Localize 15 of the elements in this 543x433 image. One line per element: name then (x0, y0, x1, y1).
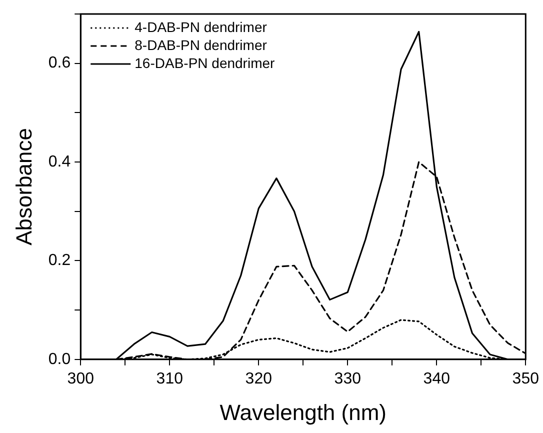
x-tick-label: 330 (334, 370, 362, 388)
x-axis-title: Wavelength (nm) (220, 400, 386, 425)
y-tick-label: 0.4 (48, 153, 71, 170)
y-tick-label: 0.0 (48, 350, 71, 368)
y-tick-label: 0.6 (48, 54, 71, 72)
x-tick-label: 350 (512, 370, 540, 388)
x-tick-label: 300 (67, 370, 94, 388)
legend-label: 8-DAB-PN dendrimer (134, 36, 268, 53)
x-tick-label: 310 (156, 370, 184, 388)
y-tick-label: 0.2 (48, 252, 71, 270)
legend-label: 4-DAB-PN dendrimer (134, 18, 268, 35)
x-tick-label: 340 (423, 370, 450, 388)
y-axis-title: Absorbance (11, 128, 36, 246)
x-tick-label: 320 (245, 370, 272, 388)
legend-label: 16-DAB-PN dendrimer (134, 54, 276, 71)
